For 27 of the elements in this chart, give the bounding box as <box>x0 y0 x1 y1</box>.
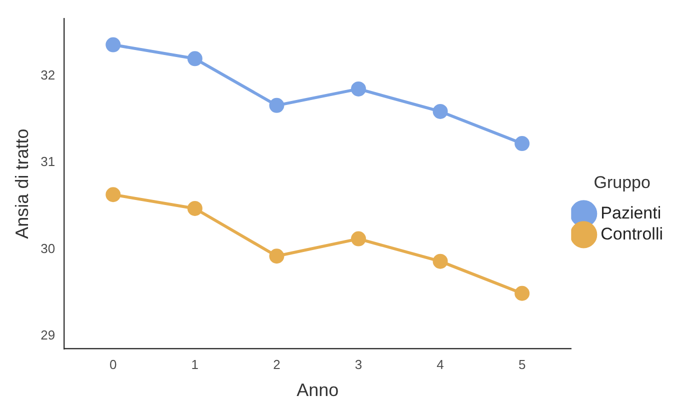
legend-title: Gruppo <box>594 172 650 192</box>
point <box>269 248 284 264</box>
legend-label: Controlli <box>600 224 664 244</box>
y-tick-label: 30 <box>40 240 56 256</box>
point <box>432 254 448 269</box>
point <box>350 231 366 246</box>
point <box>187 51 202 66</box>
x-tick-label: 5 <box>518 357 526 372</box>
y-tick-label: 31 <box>40 154 56 170</box>
x-tick-label: 1 <box>191 357 199 372</box>
x-tick-label: 0 <box>110 357 117 372</box>
point <box>187 200 202 216</box>
point <box>269 98 284 113</box>
point <box>106 37 121 52</box>
x-tick-label: 3 <box>354 357 362 372</box>
point <box>106 187 121 202</box>
x-axis-title: Anno <box>296 380 339 400</box>
point <box>514 286 530 301</box>
point <box>432 104 448 119</box>
y-tick-label: 32 <box>40 68 56 83</box>
point <box>514 136 530 152</box>
point <box>350 81 366 96</box>
x-tick-label: 4 <box>436 357 444 372</box>
y-axis-title: Ansia di tratto <box>12 128 32 239</box>
legend-label: Pazienti <box>600 203 662 222</box>
x-tick-label: 2 <box>273 357 280 372</box>
y-tick-label: 29 <box>40 327 56 342</box>
